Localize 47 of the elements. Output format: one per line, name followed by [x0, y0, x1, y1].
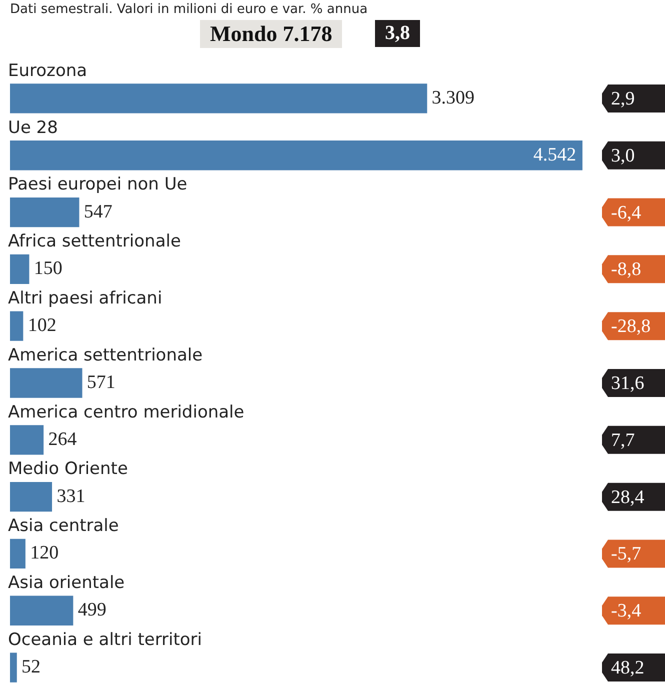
annotation: -3,4	[611, 600, 642, 622]
y-tick-label: Ue 28	[8, 118, 58, 138]
y-tick-label: Asia orientale	[8, 573, 125, 594]
annotation: -28,8	[611, 316, 651, 338]
y-tick-label: Eurozona	[8, 60, 88, 81]
y-tick-label: Medio Oriente	[8, 459, 128, 480]
data-label: 4.542	[533, 144, 576, 166]
annotation: 3,0	[611, 145, 635, 166]
y-tick-label: Paesi europei non Ue	[8, 174, 188, 195]
bar	[10, 254, 30, 284]
data-label: 52	[22, 656, 41, 678]
bar	[10, 425, 44, 455]
y-tick-label: Africa settentrionale	[8, 232, 181, 252]
bar	[10, 84, 428, 114]
data-label: 264	[48, 428, 78, 450]
annotation: 31,6	[611, 372, 644, 394]
y-tick-label: America centro meridionale	[8, 402, 244, 422]
data-label: 120	[30, 542, 59, 564]
annotation: 28,4	[611, 486, 645, 508]
bar	[10, 652, 17, 682]
data-label: 499	[78, 600, 106, 621]
y-tick-label: Altri paesi africani	[8, 288, 162, 309]
bar	[10, 596, 74, 626]
bar	[10, 140, 582, 170]
bar	[10, 368, 82, 398]
chart-subtitle: Dati semestrali. Valori in milioni di euro e var. % annua	[9, 1, 369, 18]
annotation: 3,8	[375, 20, 420, 47]
annotation: -8,8	[611, 259, 642, 280]
annotation: 7,7	[611, 430, 635, 451]
bar	[10, 311, 24, 341]
data-label: 571	[86, 372, 116, 393]
annotation: 48,2	[611, 658, 644, 679]
data-label: 150	[34, 258, 62, 280]
y-tick-label: Oceania e altri territori	[8, 630, 202, 650]
annotation: -5,7	[611, 544, 642, 565]
data-label: 102	[28, 315, 56, 336]
bar	[10, 197, 80, 228]
bar	[10, 538, 26, 569]
y-tick-label: America settentrionale	[8, 345, 203, 366]
annotation: Mondo 7.178	[200, 20, 342, 48]
data-label: 3.309	[432, 87, 475, 108]
annotation: 2,9	[611, 88, 635, 110]
annotation: -6,4	[611, 202, 642, 224]
data-label: 331	[56, 486, 86, 507]
y-tick-label: Asia centrale	[8, 516, 119, 536]
bar	[10, 482, 52, 512]
data-label: 547	[84, 201, 112, 222]
